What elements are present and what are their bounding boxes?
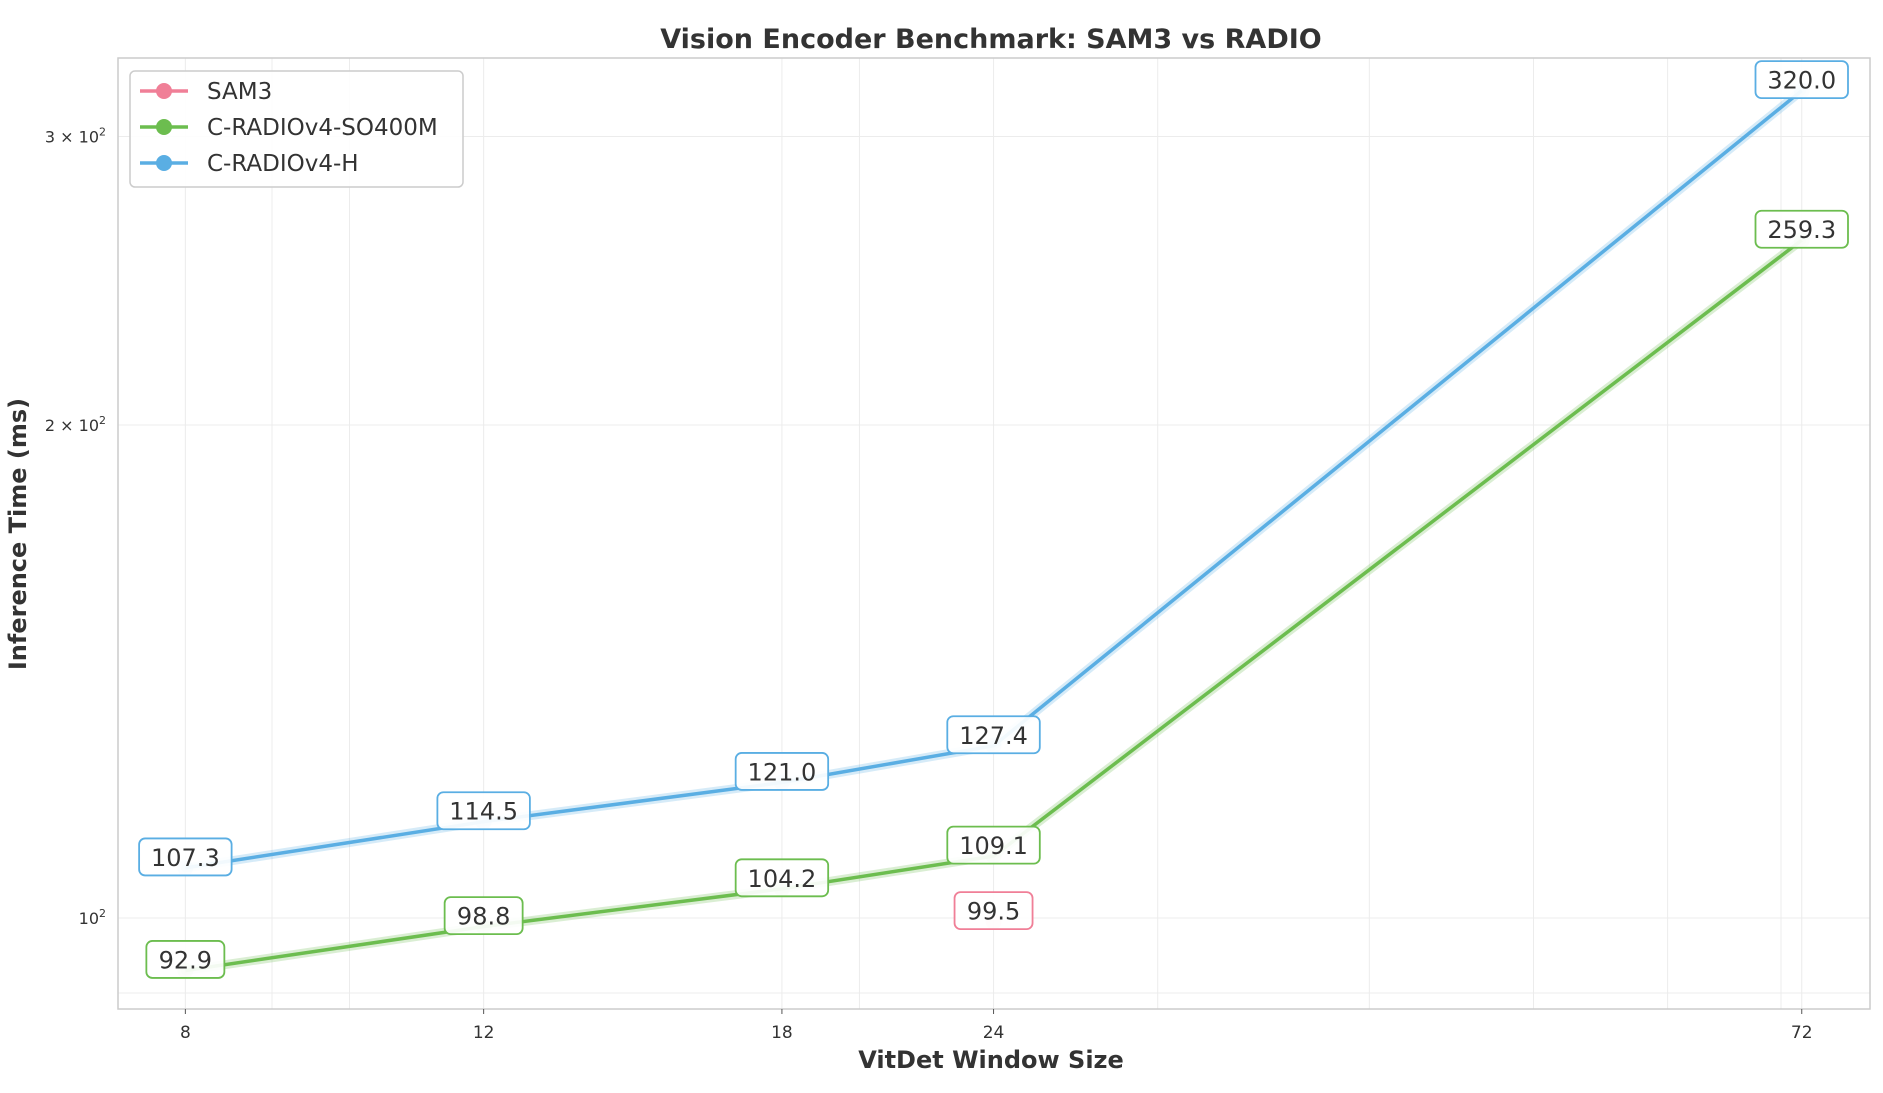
x-tick-label: 18 (771, 1023, 793, 1043)
data-label-c-radiov4-h: 127.4 (946, 715, 1041, 755)
legend-box (129, 70, 464, 188)
data-label-text: 92.9 (159, 946, 212, 974)
chart-title: Vision Encoder Benchmark: SAM3 vs RADIO (660, 24, 1321, 55)
data-label-c-radiov4-so400m: 259.3 (1754, 209, 1849, 249)
data-label-text: 107.3 (151, 844, 220, 872)
legend: SAM3 C-RADIOv4-SO400M C-RADIOv4-H (129, 70, 464, 188)
data-label-c-radiov4-so400m: 98.8 (443, 896, 524, 936)
data-label-text: 121.0 (748, 758, 817, 786)
data-label-text: 114.5 (449, 798, 518, 826)
legend-marker-c-radiov4-so400m (156, 119, 172, 135)
x-axis-label: VitDet Window Size (858, 1046, 1124, 1074)
data-labels: 99.5 92.9 98.8 104.2 109.1 259.3 107.3 114.5 121… (138, 60, 1849, 979)
x-tick-label: 72 (1791, 1023, 1813, 1043)
x-tick-label: 12 (473, 1023, 495, 1043)
legend-marker-c-radiov4-h (156, 155, 172, 171)
data-label-c-radiov4-h: 107.3 (138, 837, 233, 877)
y-axis-label: Inference Time (ms) (4, 398, 32, 670)
data-label-c-radiov4-so400m: 92.9 (145, 940, 226, 979)
legend-marker-sam3 (156, 83, 172, 99)
data-label-box (443, 896, 524, 936)
data-label-text: 104.2 (748, 865, 817, 893)
data-label-box (946, 825, 1041, 865)
data-label-sam3: 99.5 (953, 891, 1034, 931)
data-label-box (953, 891, 1034, 931)
data-label-c-radiov4-h: 121.0 (734, 752, 830, 791)
data-label-text: 109.1 (959, 832, 1028, 860)
y-tick-label: 3 × 102 (45, 126, 106, 147)
data-label-box (946, 715, 1041, 755)
data-label-c-radiov4-so400m: 109.1 (946, 825, 1041, 865)
data-label-c-radiov4-h: 114.5 (436, 791, 531, 831)
data-label-box (138, 837, 233, 877)
x-tick-label: 8 (180, 1023, 191, 1043)
data-label-c-radiov4-h: 320.0 (1754, 60, 1849, 99)
legend-label-sam3: SAM3 (207, 79, 272, 105)
legend-label-c-radiov4-so400m: C-RADIOv4-SO400M (207, 115, 438, 141)
data-label-box (1754, 209, 1849, 249)
y-tick-label: 2 × 102 (45, 414, 106, 435)
tick-labels: 8 12 18 24 72 102 2 × 102 3 × 102 (45, 126, 1813, 1043)
data-label-c-radiov4-so400m: 104.2 (734, 858, 830, 898)
y-tick-label: 102 (79, 907, 106, 928)
data-label-text: 259.3 (1767, 216, 1836, 244)
legend-label-c-radiov4-h: C-RADIOv4-H (207, 151, 359, 177)
data-label-box (734, 752, 830, 791)
data-label-text: 99.5 (967, 898, 1020, 926)
data-label-text: 127.4 (959, 722, 1028, 750)
data-label-box (734, 858, 830, 898)
data-label-text: 320.0 (1767, 67, 1836, 95)
data-label-text: 98.8 (457, 903, 510, 931)
data-label-box (1754, 60, 1849, 99)
data-label-box (145, 940, 226, 979)
x-tick-label: 24 (983, 1023, 1005, 1043)
data-label-box (436, 791, 531, 831)
